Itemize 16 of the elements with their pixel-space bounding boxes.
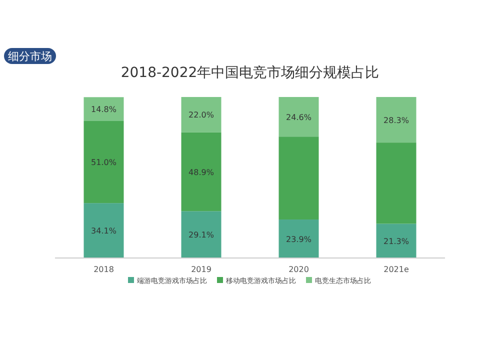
text: 细分市场 xyxy=(8,50,52,63)
x-tick-label: 2020 xyxy=(288,265,309,274)
data-label: 24.6% xyxy=(286,112,312,122)
x-tick-label: 2021e xyxy=(384,265,409,274)
data-label: 29.1% xyxy=(188,230,214,240)
data-label: 22.0% xyxy=(188,110,214,120)
x-tick-label: 2019 xyxy=(191,265,212,274)
x-tick-label: 2018 xyxy=(94,265,114,274)
chart-title: 2018-2022年中国电竞市场细分规模占比 xyxy=(120,65,380,81)
data-label: 48.9% xyxy=(188,168,214,177)
data-label: 34.1% xyxy=(91,226,117,236)
data-label: 14.8% xyxy=(91,105,117,114)
data-label: 28.3% xyxy=(384,116,410,125)
data-label: 23.9% xyxy=(286,234,312,244)
data-label: 21.3% xyxy=(384,236,410,246)
data-label: 51.0% xyxy=(91,158,117,168)
